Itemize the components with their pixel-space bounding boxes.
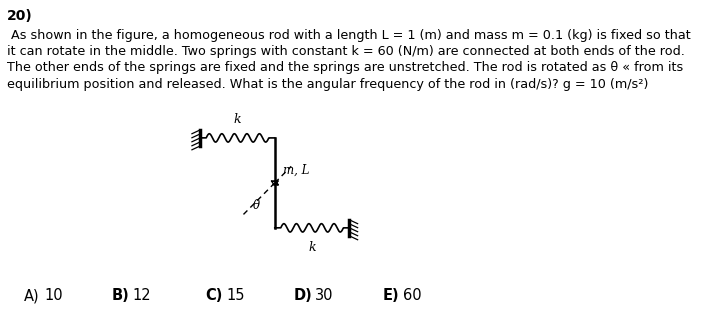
Text: 12: 12 (133, 288, 151, 303)
Text: 60: 60 (404, 288, 422, 303)
Text: 10: 10 (44, 288, 63, 303)
Text: it can rotate in the middle. Two springs with constant k = 60 (N/m) are connecte: it can rotate in the middle. Two springs… (7, 45, 685, 58)
Text: C): C) (206, 288, 223, 303)
Text: m, L: m, L (283, 164, 309, 177)
Text: equilibrium position and released. What is the angular frequency of the rod in (: equilibrium position and released. What … (7, 78, 648, 91)
Text: E): E) (383, 288, 399, 303)
Text: A): A) (23, 288, 39, 303)
Text: As shown in the figure, a homogeneous rod with a length L = 1 (m) and mass m = 0: As shown in the figure, a homogeneous ro… (7, 29, 690, 42)
Text: k: k (233, 113, 241, 126)
Text: The other ends of the springs are fixed and the springs are unstretched. The rod: The other ends of the springs are fixed … (7, 61, 683, 74)
Text: k: k (308, 241, 316, 254)
Text: 30: 30 (315, 288, 334, 303)
Text: D): D) (294, 288, 313, 303)
Text: B): B) (112, 288, 130, 303)
Text: 15: 15 (226, 288, 245, 303)
Text: θ: θ (253, 199, 260, 212)
Text: 20): 20) (7, 9, 33, 23)
